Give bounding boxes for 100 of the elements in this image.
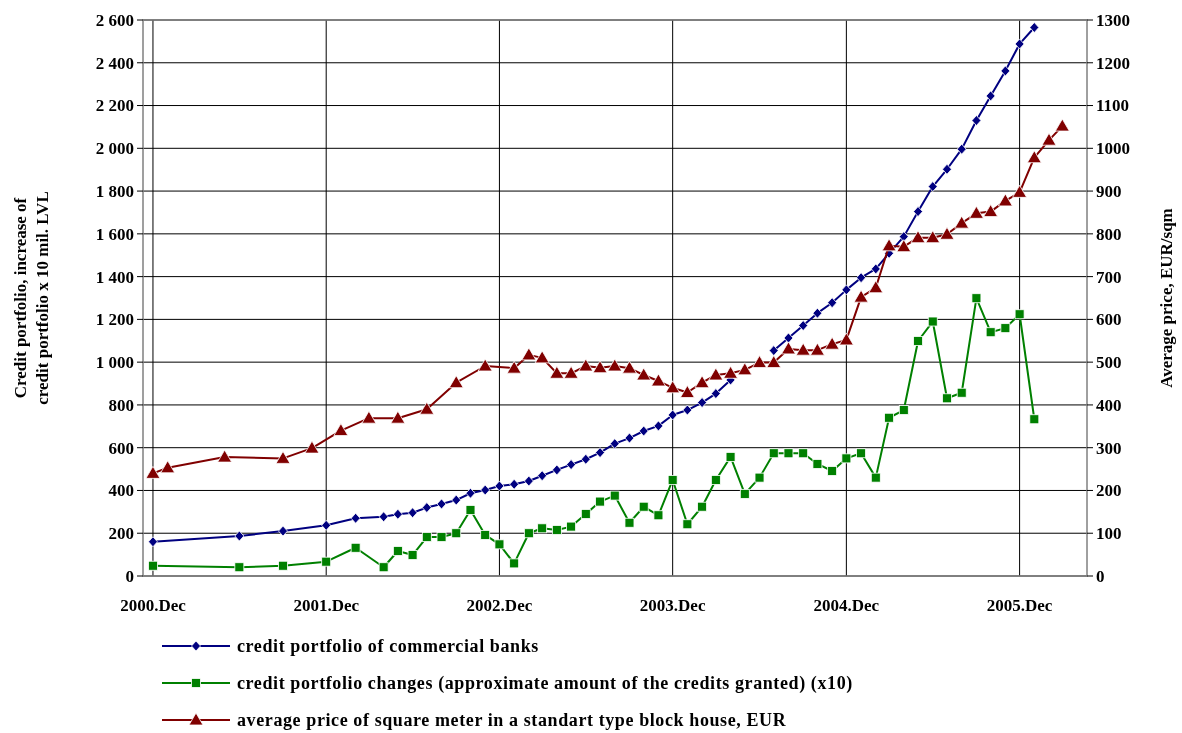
point <box>537 523 548 534</box>
point <box>451 528 462 539</box>
point <box>506 360 522 374</box>
point <box>566 459 576 470</box>
point <box>812 459 823 469</box>
point <box>913 206 923 218</box>
point <box>679 385 695 398</box>
legend-label: average price of square meter in a standart type block house, EUR <box>237 710 787 731</box>
y2-tick-label: 300 <box>1096 438 1122 458</box>
point <box>421 532 432 542</box>
point <box>549 365 565 379</box>
point <box>667 475 678 485</box>
point <box>392 546 403 556</box>
point <box>1026 150 1042 164</box>
y2-tick-label: 1100 <box>1096 96 1130 116</box>
point <box>465 505 476 515</box>
y2-tick-label: 700 <box>1096 267 1122 287</box>
point <box>870 263 881 275</box>
point <box>580 509 591 519</box>
point <box>148 536 158 548</box>
point <box>537 470 548 482</box>
point <box>971 115 982 126</box>
point <box>278 525 288 537</box>
point <box>477 358 493 372</box>
y2-tick-label: 600 <box>1096 310 1122 330</box>
point <box>766 355 782 368</box>
point <box>378 562 389 573</box>
legend-label: credit portfolio changes (approximate amount of the credits granted) (x10) <box>237 673 853 695</box>
point <box>624 432 635 444</box>
point <box>812 307 823 319</box>
point <box>160 460 176 474</box>
y-tick-label: 2 000 <box>95 139 134 159</box>
x-tick-label: 2000.Dec <box>120 596 187 615</box>
point <box>595 447 605 459</box>
point <box>407 550 418 560</box>
y-tick-label: 1 200 <box>95 310 134 330</box>
point <box>725 451 736 462</box>
point <box>927 316 938 327</box>
point <box>910 230 926 244</box>
point <box>969 205 984 219</box>
point <box>1054 118 1070 132</box>
point <box>1029 22 1040 33</box>
point <box>868 280 884 294</box>
point <box>234 562 245 573</box>
y2-tick-label: 1300 <box>1096 10 1130 30</box>
point <box>697 501 707 512</box>
point <box>810 342 825 356</box>
y2-tick-label: 1000 <box>1096 139 1130 159</box>
point <box>361 410 377 424</box>
point <box>566 521 576 532</box>
y2-tick-label: 900 <box>1096 182 1122 202</box>
point <box>682 519 693 530</box>
point <box>275 450 291 464</box>
point <box>217 449 233 463</box>
y-tick-label: 1 800 <box>95 182 134 202</box>
point <box>321 556 332 567</box>
point <box>1041 132 1057 146</box>
point <box>234 530 245 542</box>
point <box>841 453 852 464</box>
point <box>939 226 955 240</box>
point <box>708 367 724 381</box>
point <box>563 365 579 379</box>
point <box>710 388 721 399</box>
y-tick-label: 1 400 <box>95 267 134 287</box>
x-tick-label: 2004.Dec <box>813 596 880 615</box>
point <box>884 412 894 423</box>
point <box>898 405 909 415</box>
point <box>856 448 866 459</box>
point <box>942 163 952 175</box>
point <box>436 532 447 542</box>
point <box>710 475 721 485</box>
point <box>983 204 999 218</box>
point <box>609 438 620 450</box>
point <box>653 510 664 521</box>
point <box>1000 323 1011 334</box>
point <box>609 490 620 501</box>
y-tick-label: 2 200 <box>95 96 134 116</box>
point <box>1014 38 1025 50</box>
point <box>333 423 349 436</box>
point <box>436 498 447 510</box>
point <box>622 360 637 374</box>
point <box>350 542 361 553</box>
point <box>1014 309 1025 320</box>
point <box>145 465 161 479</box>
point <box>321 519 332 531</box>
point <box>783 332 794 344</box>
point <box>651 373 666 387</box>
point <box>665 380 681 394</box>
point <box>523 528 534 539</box>
point <box>997 193 1013 207</box>
y-tick-label: 600 <box>108 438 134 458</box>
point <box>694 375 710 389</box>
x-tick-label: 2001.Dec <box>293 596 360 615</box>
y2-tick-label: 400 <box>1096 395 1122 415</box>
point <box>278 560 288 571</box>
y2-tick-label: 1200 <box>1096 53 1130 73</box>
point <box>956 143 967 155</box>
point <box>768 345 779 357</box>
point <box>824 336 840 350</box>
point <box>1029 414 1040 425</box>
